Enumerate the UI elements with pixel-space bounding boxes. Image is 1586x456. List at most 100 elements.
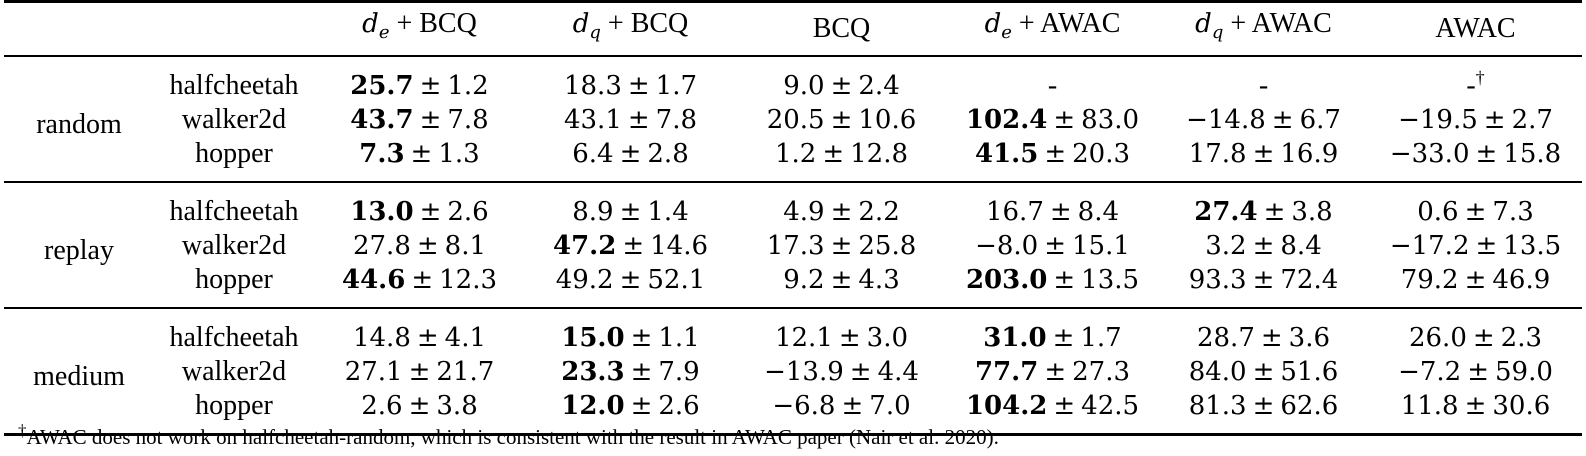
result-value: 43.7 ±7.8 <box>350 105 488 135</box>
std-value: 72.4 <box>1280 265 1339 295</box>
result-value: 47.2 ±14.6 <box>553 231 708 261</box>
mean-value: 17.3 <box>766 231 825 261</box>
plus-minus-sign: ± <box>830 231 853 261</box>
result-cell: 27.4 ±3.8 <box>1158 182 1369 229</box>
column-header-symbol-base: d <box>984 9 1002 40</box>
best-mean-value: 43.7 <box>350 105 414 135</box>
mean-value: 0.6 <box>1417 197 1459 227</box>
std-value: 42.5 <box>1081 391 1140 421</box>
plus-minus-sign: ± <box>630 357 653 387</box>
column-header: dq + AWAC <box>1158 2 1369 57</box>
std-value: 2.2 <box>858 197 900 227</box>
plus-minus-sign: ± <box>416 231 439 261</box>
plus-minus-sign: ± <box>419 71 442 101</box>
column-header-symbol: de <box>984 9 1012 43</box>
column-header: AWAC <box>1369 2 1582 57</box>
result-cell: 77.7 ±27.3 <box>947 355 1158 389</box>
mean-value: −19.5 <box>1398 105 1478 135</box>
result-value: 4.9 ±2.2 <box>783 197 900 227</box>
std-value: 8.1 <box>444 231 487 261</box>
result-cell: −14.8 ±6.7 <box>1158 103 1369 137</box>
plus-minus-sign: ± <box>410 139 433 169</box>
result-cell: 18.3 ±1.7 <box>525 56 736 103</box>
env-label: hopper <box>154 263 314 308</box>
best-mean-value: 44.6 <box>341 265 406 295</box>
result-value: 20.5 ±10.6 <box>767 105 917 135</box>
std-value: 16.9 <box>1280 139 1339 169</box>
plus-minus-sign: ± <box>1271 105 1294 135</box>
table-row: hopper 2.6 ±3.8 12.0 ±2.6 −6.8 ±7.0 104.2 ±42.5 8… <box>4 389 1582 435</box>
result-value: 44.6 ±12.3 <box>342 265 497 295</box>
std-value: 4.3 <box>858 265 900 295</box>
result-cell: 20.5 ±10.6 <box>736 103 947 137</box>
result-value: 18.3 ±1.7 <box>564 71 697 101</box>
plus-minus-sign: ± <box>1053 391 1076 421</box>
mean-value: 79.2 <box>1400 265 1459 295</box>
std-value: 13.5 <box>1081 265 1140 295</box>
std-value: 1.3 <box>438 139 480 169</box>
result-cell: −13.9 ±4.4 <box>736 355 947 389</box>
env-label: walker2d <box>154 355 314 389</box>
table-body: random halfcheetah 25.7 ±1.2 18.3 ±1.7 9.0 ±2.4… <box>4 56 1582 435</box>
best-mean-value: 77.7 <box>974 357 1039 387</box>
plus-minus-sign: ± <box>1475 231 1498 261</box>
std-value: 8.4 <box>1077 197 1120 227</box>
result-cell: 17.8 ±16.9 <box>1158 137 1369 182</box>
env-label: walker2d <box>154 103 314 137</box>
mean-value: −33.0 <box>1389 139 1470 169</box>
result-value: −6.8 ±7.0 <box>772 391 910 421</box>
std-value: 30.6 <box>1492 391 1551 421</box>
plus-minus-sign: ± <box>1053 265 1076 295</box>
mean-value: 20.5 <box>766 105 825 135</box>
env-label-text: walker2d <box>181 356 287 387</box>
result-value: 31.0 ±1.7 <box>983 323 1121 353</box>
plus-minus-sign: ± <box>630 391 653 421</box>
result-value: 102.4 ±83.0 <box>966 105 1139 135</box>
mean-value: 1.2 <box>774 139 817 169</box>
results-table-wrapper: de + BCQ dq + BCQ BCQ de + AWAC dq + AWAC AWA… <box>4 0 1582 436</box>
mean-value: 43.1 <box>563 105 622 135</box>
result-value: −8.0 ±15.1 <box>975 231 1130 261</box>
mean-value: 9.0 <box>783 71 825 101</box>
result-cell: 27.8 ±8.1 <box>314 229 525 263</box>
mean-value: −6.8 <box>772 391 836 421</box>
plus-minus-sign: ± <box>619 139 642 169</box>
env-label-text: halfcheetah <box>169 322 299 353</box>
result-value: 17.3 ±25.8 <box>767 231 917 261</box>
std-value: 7.3 <box>1492 197 1534 227</box>
group-label-text: medium <box>33 361 125 392</box>
result-value: 27.4 ±3.8 <box>1194 197 1332 227</box>
std-value: 7.8 <box>447 105 489 135</box>
std-value: 2.6 <box>658 391 700 421</box>
column-header-symbol-subscript: q <box>589 22 601 44</box>
result-value: 17.8 ±16.9 <box>1189 139 1339 169</box>
std-value: 62.6 <box>1280 391 1339 421</box>
column-header-label: + AWAC <box>1230 8 1332 40</box>
plus-minus-sign: ± <box>830 265 853 295</box>
mean-value: 12.1 <box>774 323 833 353</box>
plus-minus-sign: ± <box>841 391 864 421</box>
env-label-text: halfcheetah <box>169 70 299 101</box>
std-value: 1.1 <box>658 323 700 353</box>
env-label: walker2d <box>154 229 314 263</box>
std-value: 59.0 <box>1495 357 1553 387</box>
best-mean-value: 104.2 <box>965 391 1048 421</box>
result-value: −19.5 ±2.7 <box>1398 105 1553 135</box>
mean-value: 3.2 <box>1205 231 1247 261</box>
env-label-text: hopper <box>195 390 273 421</box>
footnote-dagger: † <box>18 421 27 440</box>
result-cell: 84.0 ±51.6 <box>1158 355 1369 389</box>
std-value: 10.6 <box>858 105 917 135</box>
plus-minus-sign: ± <box>1044 357 1067 387</box>
header-blank-group <box>4 2 154 57</box>
result-value: 1.2 ±12.8 <box>775 139 908 169</box>
footnote: †AWAC does not work on halfcheetah-rando… <box>18 416 999 452</box>
mean-value: 28.7 <box>1196 323 1255 353</box>
mean-value: 6.4 <box>572 139 614 169</box>
table-row: replay halfcheetah 13.0 ±2.6 8.9 ±1.4 4.9 ±2.2 1… <box>4 182 1582 266</box>
std-value: 27.3 <box>1072 357 1130 387</box>
plus-minus-sign: ± <box>419 105 442 135</box>
result-cell: 41.5 ±20.3 <box>947 137 1158 182</box>
result-cell: −33.0 ±15.8 <box>1369 137 1582 182</box>
result-value: 81.3 ±62.6 <box>1189 391 1339 421</box>
